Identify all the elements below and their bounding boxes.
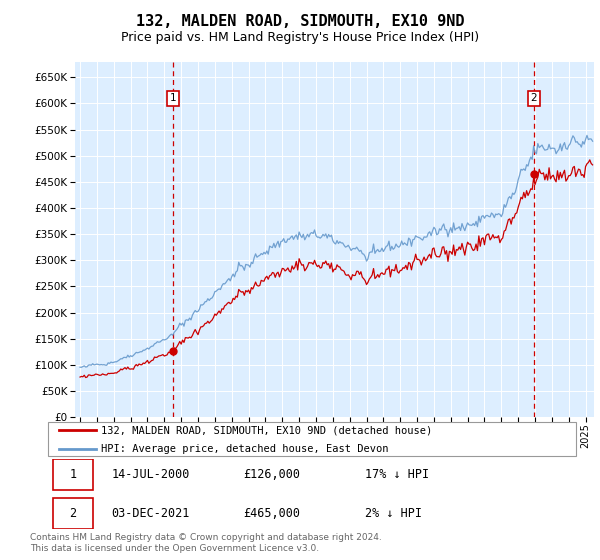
Text: 1: 1 xyxy=(70,468,77,481)
Text: 2% ↓ HPI: 2% ↓ HPI xyxy=(365,507,422,520)
Text: Price paid vs. HM Land Registry's House Price Index (HPI): Price paid vs. HM Land Registry's House … xyxy=(121,31,479,44)
FancyBboxPatch shape xyxy=(48,422,576,456)
FancyBboxPatch shape xyxy=(53,498,93,529)
Text: 2: 2 xyxy=(70,507,77,520)
Text: 03-DEC-2021: 03-DEC-2021 xyxy=(112,507,190,520)
Text: Contains HM Land Registry data © Crown copyright and database right 2024.
This d: Contains HM Land Registry data © Crown c… xyxy=(30,533,382,553)
Text: 132, MALDEN ROAD, SIDMOUTH, EX10 9ND: 132, MALDEN ROAD, SIDMOUTH, EX10 9ND xyxy=(136,14,464,29)
FancyBboxPatch shape xyxy=(53,459,93,490)
Text: 17% ↓ HPI: 17% ↓ HPI xyxy=(365,468,429,481)
Text: £126,000: £126,000 xyxy=(244,468,301,481)
Text: 14-JUL-2000: 14-JUL-2000 xyxy=(112,468,190,481)
Text: 2: 2 xyxy=(530,93,537,103)
Text: 1: 1 xyxy=(170,93,176,103)
Text: HPI: Average price, detached house, East Devon: HPI: Average price, detached house, East… xyxy=(101,444,388,454)
Text: 132, MALDEN ROAD, SIDMOUTH, EX10 9ND (detached house): 132, MALDEN ROAD, SIDMOUTH, EX10 9ND (de… xyxy=(101,426,432,435)
Text: £465,000: £465,000 xyxy=(244,507,301,520)
